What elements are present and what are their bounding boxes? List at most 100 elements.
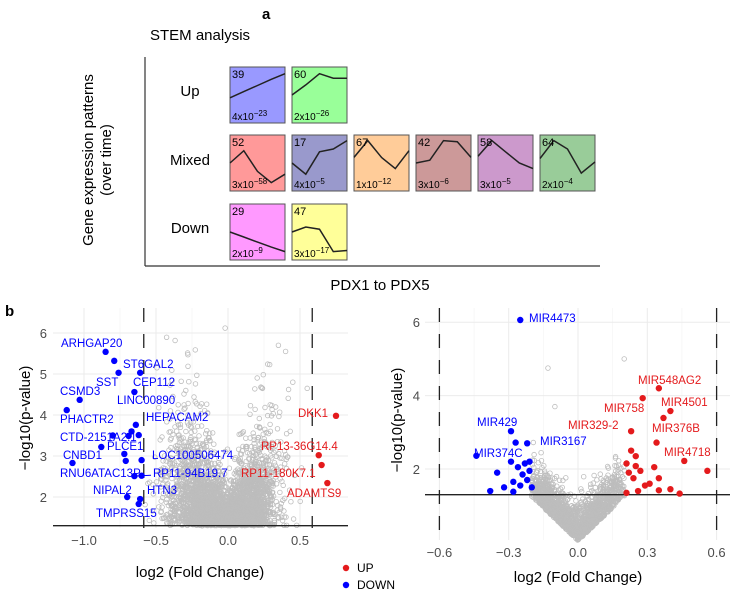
- tile-background: [477, 134, 534, 192]
- background-point: [252, 386, 258, 392]
- background-point: [169, 475, 175, 482]
- background-point: [163, 458, 169, 464]
- background-point: [227, 478, 234, 484]
- up-point: [315, 451, 322, 459]
- background-point: [236, 431, 242, 438]
- legend: UP DOWN: [342, 561, 395, 592]
- background-point: [175, 409, 181, 416]
- background-point: [266, 490, 273, 496]
- background-point: [204, 511, 211, 517]
- background-point: [281, 448, 288, 454]
- background-point: [177, 421, 184, 428]
- point-label: CTD-2151A2.1: [60, 432, 137, 444]
- background-point: [186, 512, 192, 518]
- tile-profile-line: [353, 139, 410, 170]
- x-axis-title: log2 (Fold Change): [514, 569, 642, 586]
- background-point: [265, 430, 272, 437]
- background-point: [269, 490, 275, 496]
- background-point: [280, 482, 286, 489]
- legend-up-dot: [342, 564, 350, 572]
- background-point: [556, 477, 563, 483]
- background-point: [151, 520, 157, 526]
- down-point: [121, 450, 128, 458]
- background-point: [244, 512, 250, 518]
- down-point: [131, 388, 138, 396]
- point-label: ST6GAL2: [123, 359, 174, 371]
- background-point: [204, 428, 210, 434]
- background-point: [283, 465, 290, 472]
- tile-pvalue-exponent: −58: [254, 177, 268, 186]
- background-point: [149, 508, 156, 514]
- background-point: [170, 503, 176, 509]
- background-point: [174, 419, 181, 425]
- background-point: [277, 489, 283, 496]
- background-point: [269, 481, 276, 487]
- background-point: [251, 440, 257, 447]
- stem-row-label: Mixed: [170, 152, 210, 169]
- background-point: [269, 466, 275, 472]
- background-point: [176, 472, 183, 478]
- background-point: [271, 467, 277, 473]
- background-point: [261, 486, 268, 493]
- background-point: [203, 498, 210, 504]
- background-point: [181, 518, 187, 524]
- background-point: [250, 500, 257, 506]
- background-point: [217, 498, 224, 504]
- background-point: [257, 501, 263, 508]
- background-point: [191, 514, 197, 520]
- background-point: [158, 509, 164, 515]
- point-label: LINC00890: [117, 395, 175, 407]
- background-point: [174, 446, 181, 453]
- background-point: [230, 482, 237, 488]
- background-point: [248, 443, 255, 450]
- background-point: [605, 465, 612, 471]
- background-point: [267, 421, 273, 428]
- background-point: [219, 480, 226, 486]
- background-point: [204, 485, 210, 491]
- background-point: [185, 400, 191, 407]
- background-point: [258, 489, 264, 495]
- background-point: [154, 365, 160, 371]
- point-label: MIR4473: [529, 313, 576, 325]
- background-point: [169, 512, 176, 518]
- tile-pvalue-exponent: −23: [254, 109, 268, 118]
- stem-ylabel-line1: Gene expression patterns: [80, 74, 97, 246]
- tile-profile-line: [229, 149, 286, 184]
- point-label: MIR4501: [661, 397, 708, 409]
- x-tick-label: 0.6: [708, 545, 726, 560]
- legend-down-label: DOWN: [357, 578, 395, 592]
- background-point: [204, 477, 210, 483]
- background-point: [196, 461, 203, 467]
- tile-pvalue-exponent: −17: [316, 246, 330, 255]
- background-point: [186, 379, 192, 385]
- background-point: [246, 498, 252, 504]
- background-point: [178, 513, 185, 519]
- background-point: [262, 426, 268, 432]
- background-point: [269, 402, 275, 409]
- background-point: [276, 509, 282, 516]
- background-point: [181, 442, 187, 448]
- background-point: [216, 455, 222, 462]
- background-point: [197, 493, 203, 499]
- background-point: [259, 495, 266, 501]
- background-point: [203, 401, 210, 407]
- background-point: [142, 501, 148, 508]
- background-point: [232, 455, 239, 461]
- background-point: [190, 419, 197, 425]
- background-point: [282, 495, 288, 501]
- down-point: [487, 487, 494, 495]
- background-point: [145, 480, 151, 487]
- background-point: [260, 431, 266, 437]
- background-point: [281, 508, 287, 514]
- background-point: [205, 468, 212, 475]
- background-point: [187, 449, 193, 455]
- background-point: [196, 433, 202, 439]
- background-point: [274, 439, 281, 445]
- background-point: [185, 412, 191, 418]
- background-point: [248, 510, 255, 516]
- background-point: [283, 514, 289, 520]
- background-point: [228, 522, 234, 528]
